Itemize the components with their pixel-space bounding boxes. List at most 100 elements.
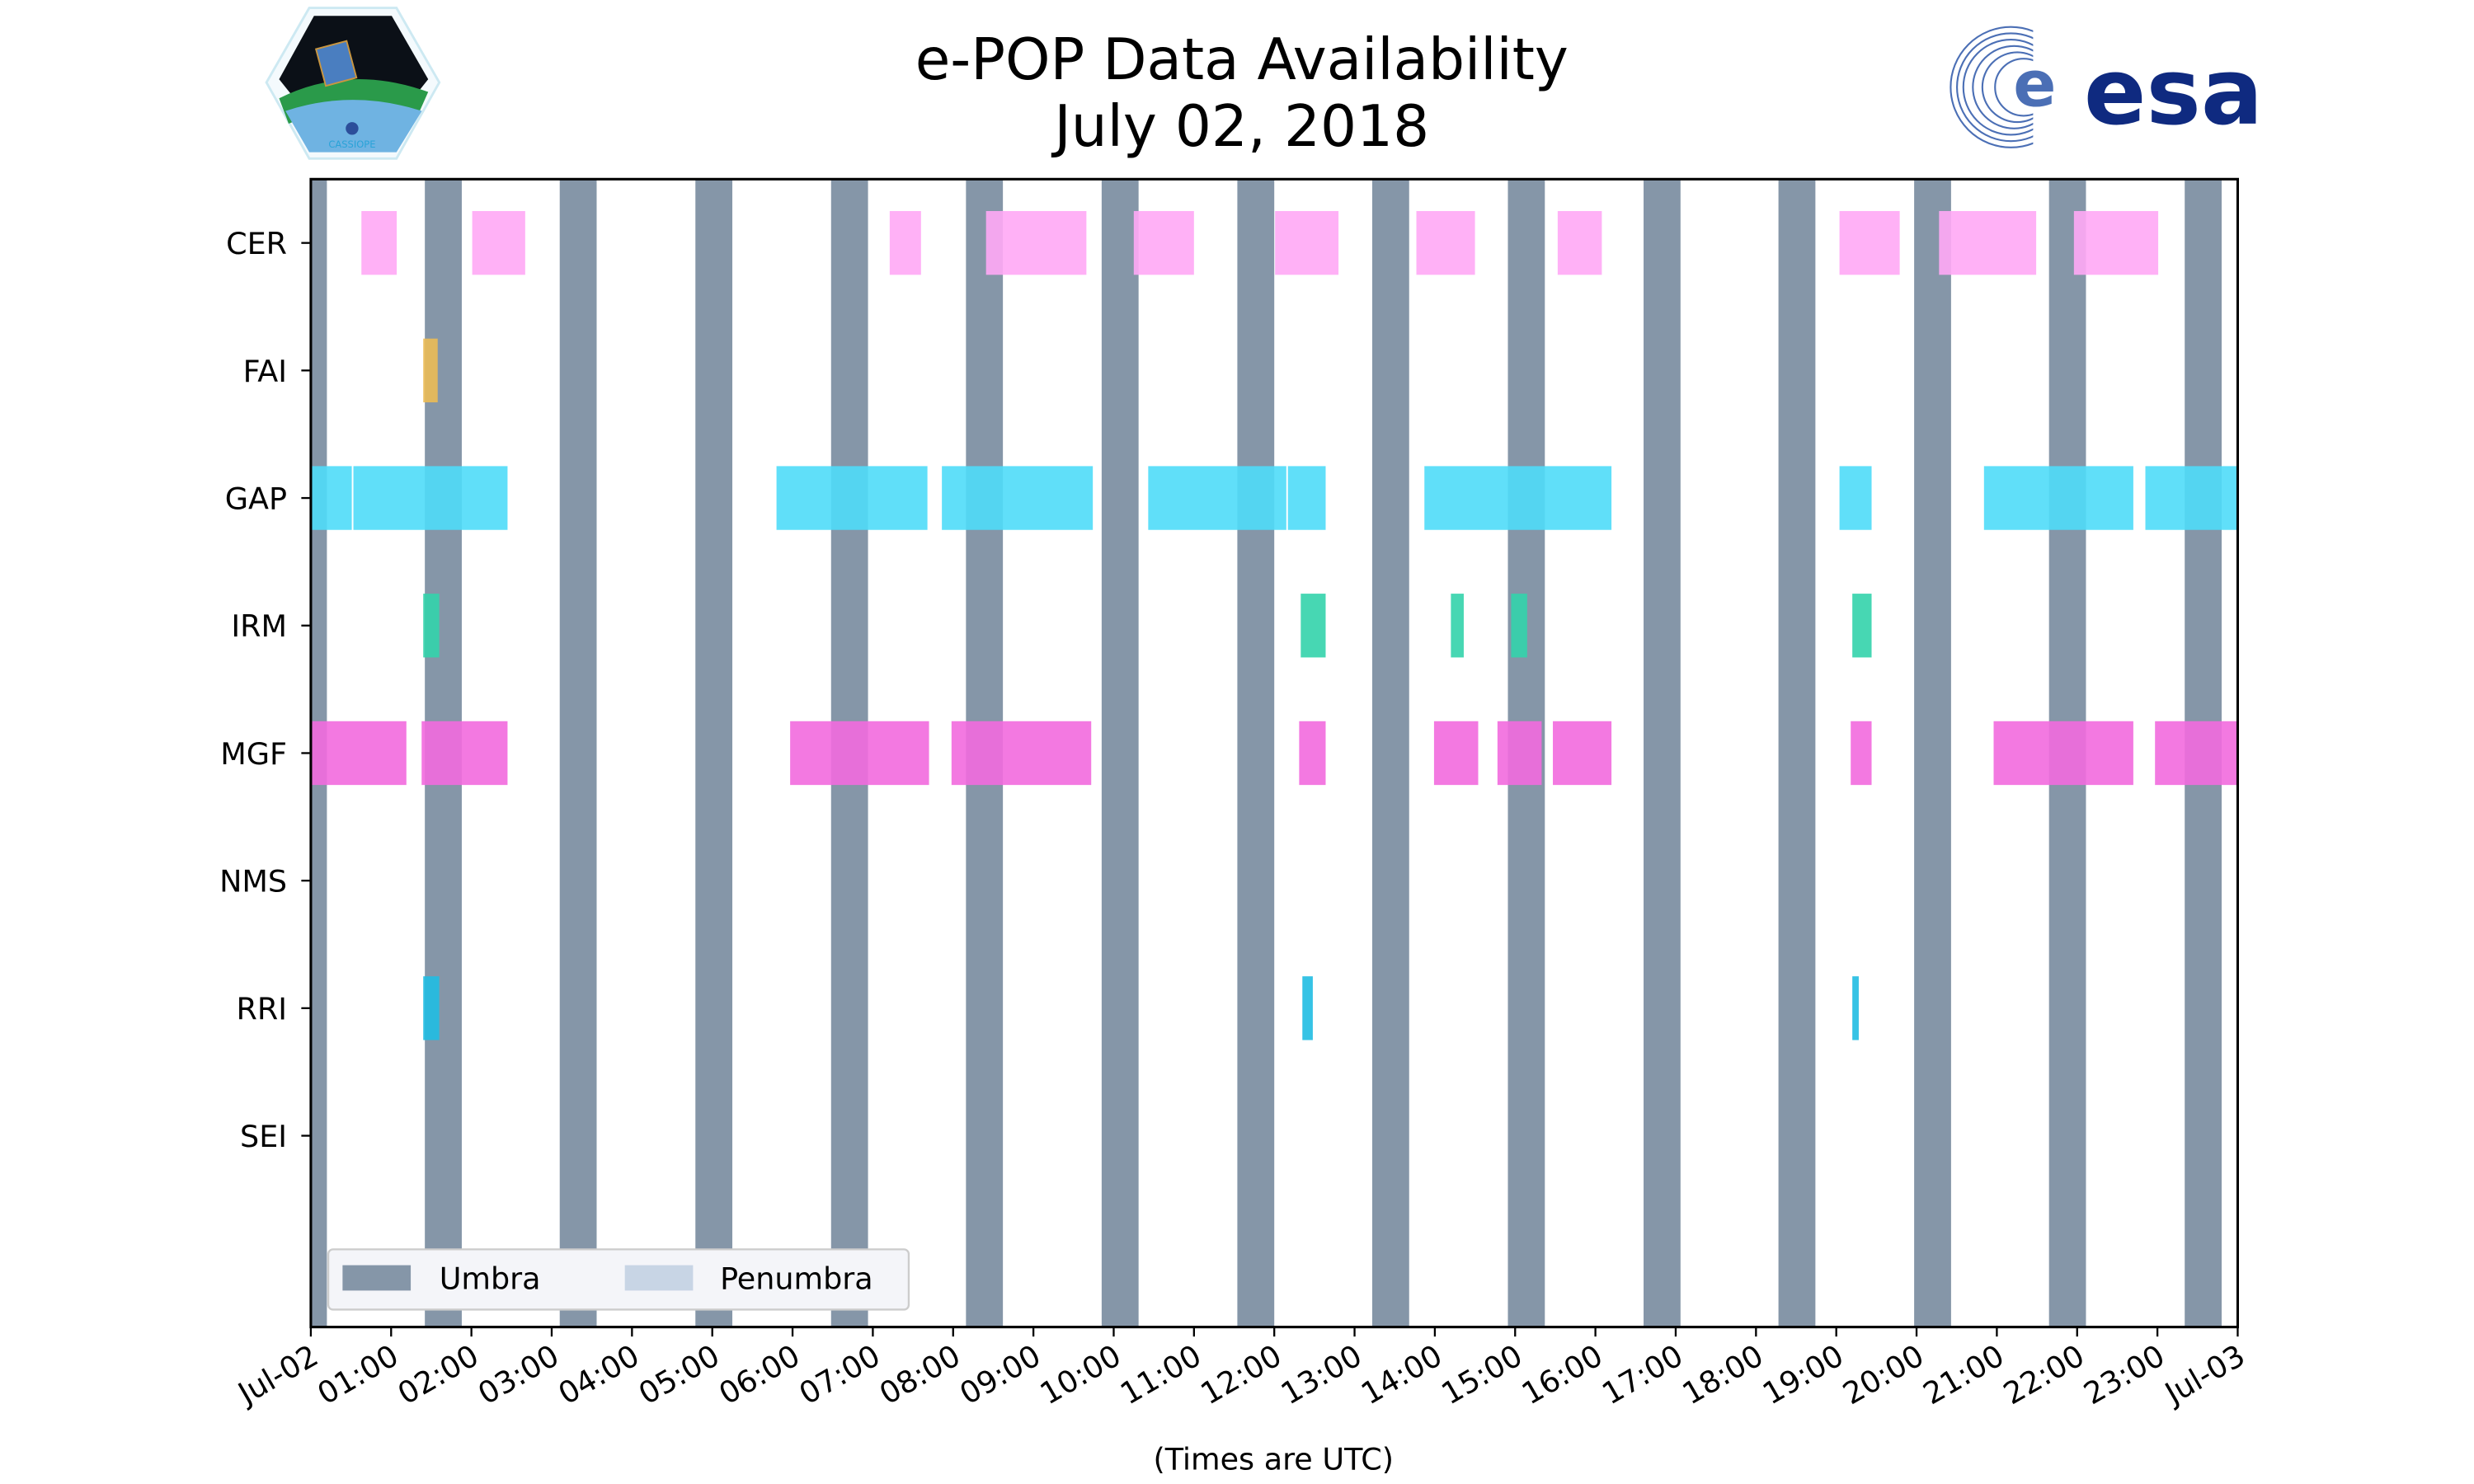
umbra-band (1778, 179, 1816, 1327)
x-tick-label: 11:00 (1114, 1337, 1207, 1411)
chart-title: e-POP Data Availability (915, 27, 1569, 93)
chart-subtitle: July 02, 2018 (1051, 94, 1429, 160)
umbra-bands (310, 179, 2222, 1327)
x-tick-label: 16:00 (1516, 1337, 1609, 1411)
x-tick-label: 22:00 (1997, 1337, 2091, 1411)
legend-penumbra-swatch (624, 1265, 694, 1291)
availability-bar-rri (1852, 976, 1859, 1040)
availability-bars (310, 210, 2238, 1040)
x-tick-label: 05:00 (633, 1337, 726, 1411)
esa-logo-text: esa (2084, 39, 2263, 146)
umbra-band (1101, 179, 1139, 1327)
availability-bar-gap (1983, 466, 2133, 530)
umbra-band (695, 179, 733, 1327)
x-tick-label: Jul-02 (231, 1337, 324, 1411)
svg-text:e: e (2013, 49, 2056, 122)
legend-umbra-swatch (342, 1265, 412, 1291)
x-tick-label: 01:00 (312, 1337, 405, 1411)
x-tick-label: 04:00 (553, 1337, 646, 1411)
availability-bar-cer (361, 210, 397, 275)
availability-bar-cer (985, 210, 1087, 275)
x-tick-label: 19:00 (1757, 1337, 1850, 1411)
availability-bar-mgf (1299, 721, 1326, 786)
availability-bar-mgf (421, 721, 508, 786)
umbra-band (1914, 179, 1951, 1327)
legend: Umbra Penumbra (327, 1248, 910, 1311)
cassiope-logo-text: CASSIOPE (328, 139, 375, 150)
availability-bar-cer (1939, 210, 2037, 275)
x-tick-label: 09:00 (954, 1337, 1047, 1411)
availability-bar-irm (1300, 594, 1326, 658)
availability-bar-irm (1451, 594, 1464, 658)
availability-bar-gap (942, 466, 1094, 530)
x-axis-label: (Times are UTC) (1153, 1442, 1394, 1477)
availability-bar-cer (1839, 210, 1900, 275)
umbra-band (559, 179, 597, 1327)
availability-bar-gap (353, 466, 508, 530)
availability-bar-mgf (1993, 721, 2133, 786)
x-axis: Jul-0201:0002:0003:0004:0005:0006:0007:0… (231, 1327, 2251, 1412)
availability-bar-gap (776, 466, 928, 530)
x-tick-label: 08:00 (873, 1337, 967, 1411)
cassiope-logo: CASSIOPE (265, 7, 441, 160)
availability-bar-fai (423, 338, 438, 403)
availability-bar-irm (423, 594, 440, 658)
x-tick-label: 13:00 (1275, 1337, 1368, 1411)
availability-bar-gap (1148, 466, 1286, 530)
x-tick-label: 15:00 (1436, 1337, 1529, 1411)
x-tick-label: 03:00 (472, 1337, 565, 1411)
availability-bar-cer (889, 210, 921, 275)
umbra-band (1371, 179, 1409, 1327)
availability-bar-irm (1511, 594, 1527, 658)
availability-bar-mgf (310, 721, 407, 786)
x-tick-label: 06:00 (713, 1337, 806, 1411)
availability-bar-cer (2073, 210, 2159, 275)
x-tick-label: 17:00 (1596, 1337, 1689, 1411)
x-tick-label: Jul-03 (2157, 1337, 2251, 1411)
y-tick-label: GAP (225, 481, 287, 517)
availability-bar-mgf (951, 721, 1092, 786)
y-tick-label: MGF (220, 736, 287, 772)
availability-bar-rri (423, 976, 440, 1040)
availability-bar-mgf (1553, 721, 1612, 786)
x-tick-label: 18:00 (1677, 1337, 1770, 1411)
umbra-band (1644, 179, 1681, 1327)
availability-bar-mgf (790, 721, 929, 786)
y-tick-label: NMS (219, 864, 287, 899)
x-tick-label: 14:00 (1355, 1337, 1448, 1411)
esa-logo: e esa (1950, 21, 2263, 153)
y-tick-label: RRI (237, 991, 288, 1026)
availability-bar-cer (472, 210, 525, 275)
availability-bar-cer (1416, 210, 1475, 275)
availability-bar-mgf (1497, 721, 1542, 786)
x-tick-label: 23:00 (2078, 1337, 2171, 1411)
availability-bar-gap (1424, 466, 1612, 530)
availability-bar-mgf (1433, 721, 1479, 786)
availability-bar-gap (1287, 466, 1326, 530)
availability-bar-mgf (2155, 721, 2238, 786)
availability-bar-irm (1852, 594, 1872, 658)
availability-bar-gap (310, 466, 352, 530)
y-tick-label: FAI (243, 354, 287, 389)
availability-bar-cer (1275, 210, 1339, 275)
legend-penumbra-label: Penumbra (720, 1261, 873, 1296)
x-tick-label: 02:00 (392, 1337, 485, 1411)
y-tick-label: CER (226, 226, 287, 261)
availability-bar-rri (1302, 976, 1313, 1040)
y-tick-label: SEI (240, 1119, 287, 1154)
legend-umbra-label: Umbra (440, 1261, 541, 1296)
availability-bar-gap (1839, 466, 1872, 530)
availability-bar-gap (2145, 466, 2238, 530)
availability-bar-mgf (1851, 721, 1872, 786)
umbra-band (1237, 179, 1275, 1327)
y-tick-label: IRM (231, 608, 287, 644)
x-tick-label: 10:00 (1034, 1337, 1127, 1411)
x-tick-label: 21:00 (1917, 1337, 2011, 1411)
availability-bar-cer (1557, 210, 1602, 275)
x-tick-label: 07:00 (793, 1337, 887, 1411)
x-tick-label: 20:00 (1837, 1337, 1930, 1411)
x-tick-label: 12:00 (1195, 1337, 1288, 1411)
y-axis: CER FAI GAP IRM MGF NMS RRI SEI (219, 226, 311, 1154)
availability-bar-cer (1133, 210, 1194, 275)
